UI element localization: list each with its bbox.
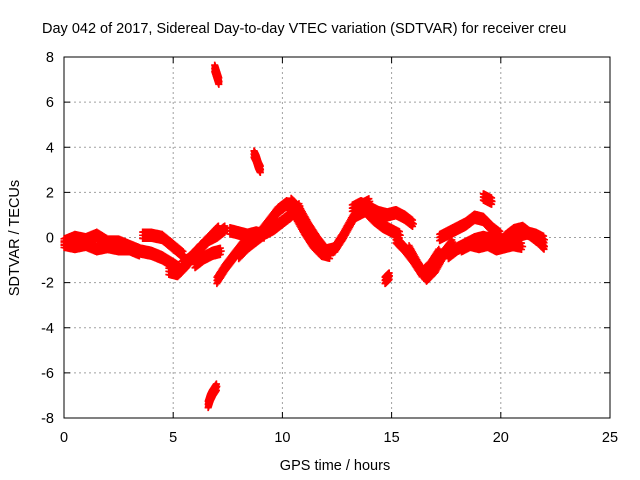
series-arc-22 — [250, 147, 265, 177]
series-arc-2 — [60, 237, 144, 260]
series-arc-23 — [204, 380, 221, 412]
y-tick-label: 2 — [46, 185, 54, 201]
x-tick-label: 0 — [60, 430, 68, 446]
y-tick-label: 6 — [46, 95, 54, 111]
y-tick-label: -8 — [41, 411, 54, 427]
data-point — [221, 228, 229, 236]
data-point — [136, 249, 144, 257]
data-point — [217, 247, 225, 255]
chart-title: Day 042 of 2017, Sidereal Day-to-day VTE… — [42, 21, 566, 37]
y-tick-label: 8 — [46, 50, 54, 66]
x-tick-label: 20 — [493, 430, 509, 446]
x-tick-label: 25 — [602, 430, 618, 446]
series-arc-6 — [191, 244, 225, 272]
series-arc-5 — [178, 222, 230, 272]
x-axis-label: GPS time / hours — [280, 458, 390, 474]
data-point — [216, 250, 224, 258]
y-tick-label: -6 — [41, 366, 54, 382]
series-arc-21 — [211, 61, 223, 88]
y-tick-label: 0 — [46, 231, 54, 247]
y-axis-label: SDTVAR / TECUs — [7, 180, 23, 296]
y-tick-label: -2 — [41, 276, 54, 292]
x-tick-label: 15 — [384, 430, 400, 446]
y-tick-label: 4 — [46, 140, 54, 156]
series-arc-25 — [479, 190, 496, 208]
series-arc-3 — [139, 228, 188, 262]
x-tick-label: 5 — [169, 430, 177, 446]
axis-ticks: 0 5 10 15 20 25 -8 -6 -4 -2 0 2 4 6 8 — [41, 50, 618, 446]
y-tick-label: -4 — [41, 321, 54, 337]
data-points — [60, 61, 548, 412]
x-tick-label: 10 — [274, 430, 290, 446]
